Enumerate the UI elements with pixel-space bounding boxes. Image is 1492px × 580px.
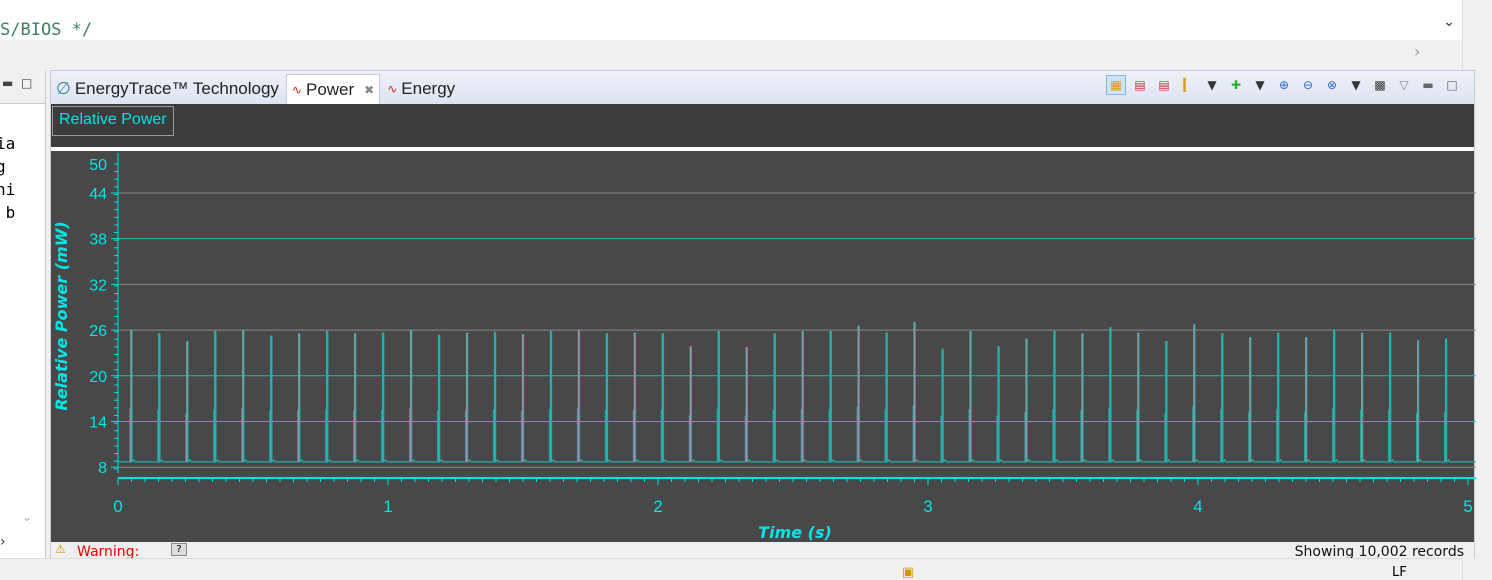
view-toolbar: ▦ ▤ ▤ ▎ ▼ ✚ ▼ ⊕ ⊖ ⊗ ▼ ▩ ▽ ▬ □ <box>1106 75 1462 95</box>
chevron-down-icon: ⌄ <box>1443 14 1455 30</box>
graph-layout-icon[interactable]: ▦ <box>1106 75 1126 95</box>
chevron-right-icon: › <box>1414 42 1421 61</box>
x-tick-label: 2 <box>653 497 662 516</box>
code-line: S/BIOS */ <box>0 20 93 40</box>
scroll-down-button[interactable]: ⌄ <box>1436 0 1462 40</box>
maximize-icon[interactable]: □ <box>1446 78 1458 92</box>
add-star-icon[interactable]: ✚ <box>1230 78 1242 92</box>
x-tick-label: 0 <box>113 497 122 516</box>
binoculars-icon[interactable]: ▩ <box>1374 78 1386 92</box>
help-button[interactable]: ? <box>171 543 187 556</box>
dropdown-icon[interactable]: ▼ <box>1207 78 1217 92</box>
maximize-icon[interactable]: □ <box>20 76 33 90</box>
chevron-down-icon[interactable]: ⌄ <box>22 510 33 524</box>
zoom-out-icon[interactable]: ⊖ <box>1302 78 1314 92</box>
energytrace-icon: ∅ <box>56 79 71 98</box>
fit-icon[interactable]: ▤ <box>1158 78 1170 92</box>
y-axis-label: Relative Power (mW) <box>52 221 71 410</box>
x-tick-label: 3 <box>923 497 932 516</box>
warning-label: Warning: <box>77 544 140 559</box>
chart-svg: 8 14 20 26 32 38 44 50 Relative Power (mW) 0 1 2 3 4 5… <box>52 153 1476 542</box>
y-tick-label: 20 <box>89 369 107 386</box>
zoom-fit-icon[interactable]: ⊗ <box>1326 78 1338 92</box>
view-menu-icon[interactable]: ▽ <box>1399 78 1409 92</box>
horizontal-scrollbar[interactable]: › <box>0 40 1462 66</box>
chart-icon: ∿ <box>387 82 398 96</box>
tab-power[interactable]: ∿ Power ✖ <box>285 74 381 104</box>
power-view: ∅ EnergyTrace™ Technology ∿ Power ✖ ∿ Energy… <box>50 70 1476 559</box>
x-tick-label: 1 <box>383 497 392 516</box>
left-panel-text: ia g hi b <box>0 134 16 222</box>
minimize-icon[interactable]: ▬ <box>1422 78 1434 92</box>
y-tick-label: 50 <box>89 157 107 174</box>
y-tick-label: 14 <box>89 414 107 431</box>
relative-power-button[interactable]: Relative Power <box>52 106 174 136</box>
dropdown-icon[interactable]: ▼ <box>1255 78 1265 92</box>
tab-label: Energy <box>401 79 456 98</box>
chart-toolbar: Relative Power <box>51 104 1474 149</box>
y-tick-label: 32 <box>89 277 107 294</box>
zoom-in-icon[interactable]: ⊕ <box>1278 78 1290 92</box>
center-icon[interactable]: ▤ <box>1134 78 1146 92</box>
tab-energy[interactable]: ∿ Energy <box>382 74 460 104</box>
dropdown-icon[interactable]: ▼ <box>1351 78 1361 92</box>
x-tick-label: 4 <box>1193 497 1202 516</box>
status-bar: ⚠ Warning: ? Showing 10,002 records <box>51 542 1474 559</box>
ruler-icon[interactable]: ▎ <box>1183 78 1193 92</box>
y-tick-label: 44 <box>89 186 107 203</box>
power-trace <box>118 321 1476 464</box>
tab-label: Power <box>305 79 355 99</box>
records-count: Showing 10,002 records <box>1294 544 1464 559</box>
tab-bar: ∅ EnergyTrace™ Technology ∿ Power ✖ ∿ Energy… <box>51 71 1474 104</box>
code-editor[interactable]: S/BIOS */ ⌄ <box>0 0 1462 40</box>
workbench-status-bar: ▣ LF <box>0 558 1462 580</box>
tab-energytrace[interactable]: ∅ EnergyTrace™ Technology <box>51 74 284 104</box>
status-icon: ▣ <box>902 565 915 580</box>
tab-label: EnergyTrace™ Technology <box>74 79 279 98</box>
y-tick-label: 26 <box>89 323 107 340</box>
y-tick-label: 8 <box>98 460 107 477</box>
warning-icon: ⚠ <box>55 542 66 556</box>
chevron-right-icon[interactable]: › <box>0 534 6 550</box>
left-panel: ▬ □ ia g hi b ⌄ › <box>0 70 46 558</box>
close-icon[interactable]: ✖ <box>364 82 375 97</box>
chart-icon: ∿ <box>291 82 302 97</box>
x-axis-label: Time (s) <box>758 523 832 542</box>
power-chart[interactable]: 8 14 20 26 32 38 44 50 Relative Power (mW) 0 1 2 3 4 5… <box>51 151 1476 542</box>
x-tick-label: 5 <box>1463 497 1472 516</box>
line-ending: LF <box>1392 565 1407 580</box>
y-tick-label: 38 <box>89 232 107 249</box>
minimize-icon[interactable]: ▬ <box>2 76 14 90</box>
